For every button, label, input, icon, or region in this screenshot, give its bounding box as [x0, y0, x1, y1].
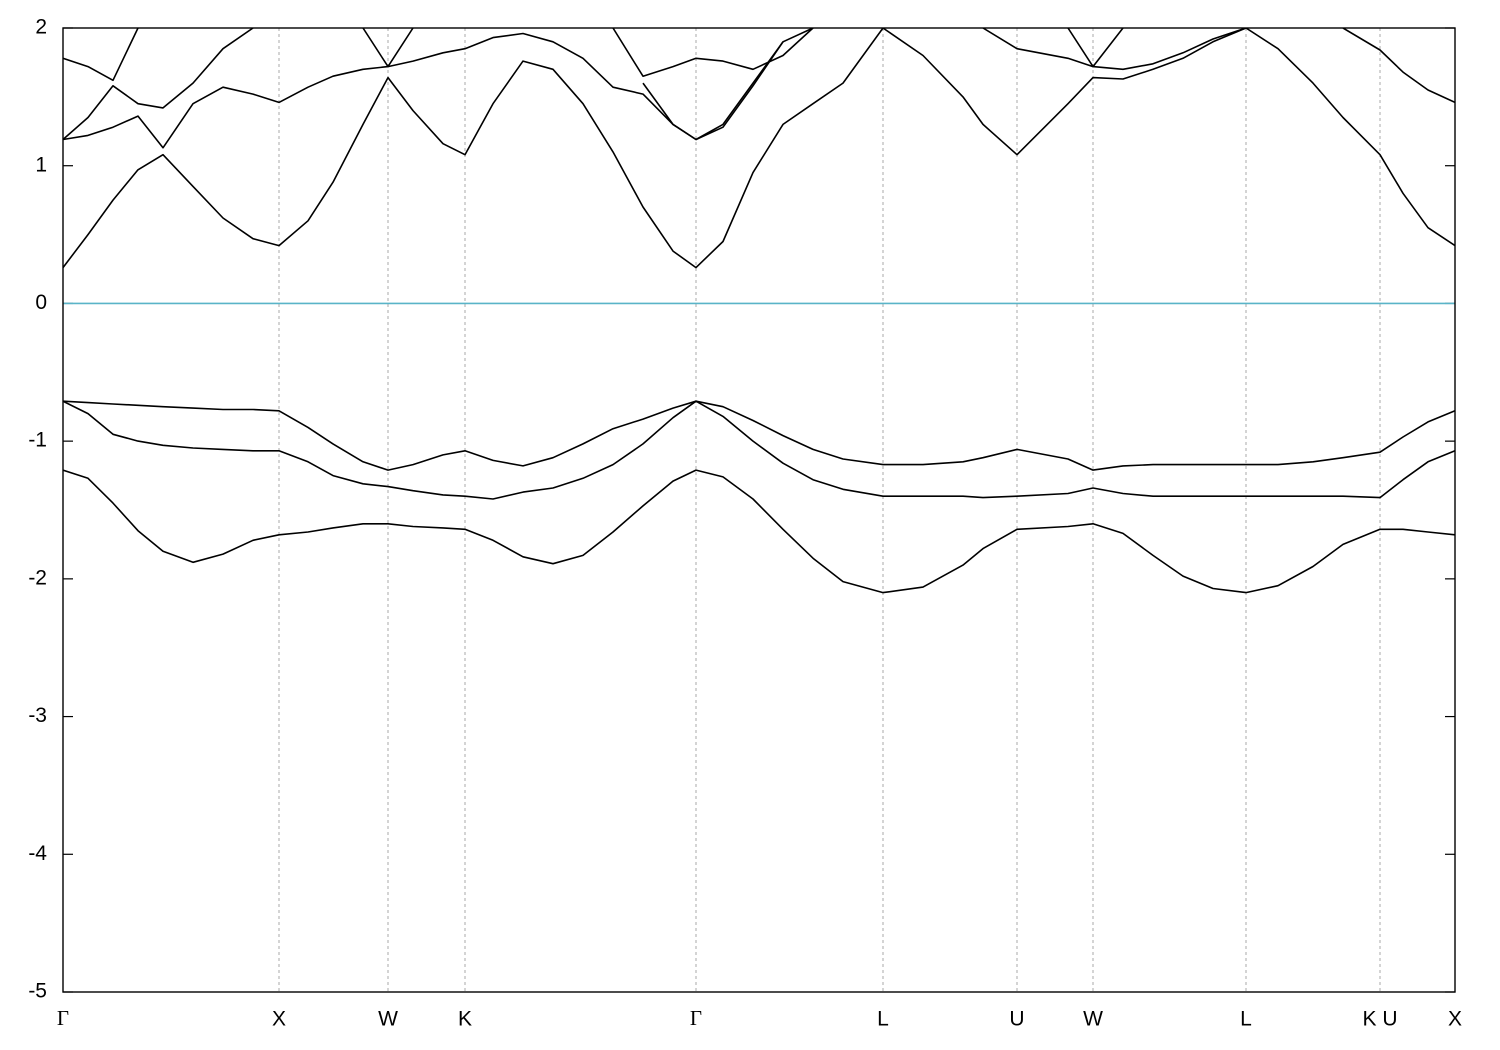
- x-tick-label: K: [458, 1008, 472, 1031]
- x-tick-label: L: [877, 1008, 889, 1031]
- y-tick-label: 2: [35, 16, 47, 39]
- x-tick-label: X: [272, 1008, 286, 1031]
- x-tick-label: L: [1240, 1008, 1252, 1031]
- band-line: [63, 28, 1455, 149]
- plot-frame: [62, 27, 1456, 993]
- y-tick-label: -2: [28, 566, 47, 589]
- y-tick-label: 0: [35, 291, 47, 314]
- y-tick-label: -1: [28, 429, 47, 452]
- bands: [63, 28, 1455, 594]
- y-tick-label: 1: [35, 153, 47, 176]
- y-tick-label: -3: [28, 704, 47, 727]
- band-line: [63, 28, 1455, 269]
- x-tick-label: U: [1009, 1008, 1024, 1031]
- y-tick-label: -5: [28, 980, 47, 1003]
- y-tick-label: -4: [28, 842, 47, 865]
- x-tick-label: K U: [1362, 1008, 1397, 1031]
- band-line: [63, 28, 1124, 82]
- x-tick-label: W: [378, 1008, 398, 1031]
- x-tick-label: Γ: [690, 1006, 702, 1030]
- x-tick-label: W: [1083, 1008, 1103, 1031]
- band-line: [63, 400, 1455, 500]
- x-tick-label: Γ: [57, 1006, 69, 1030]
- band-line: [63, 400, 1455, 471]
- x-tick-label: X: [1448, 1008, 1462, 1031]
- band-line: [63, 469, 1455, 594]
- band-line: [63, 28, 814, 141]
